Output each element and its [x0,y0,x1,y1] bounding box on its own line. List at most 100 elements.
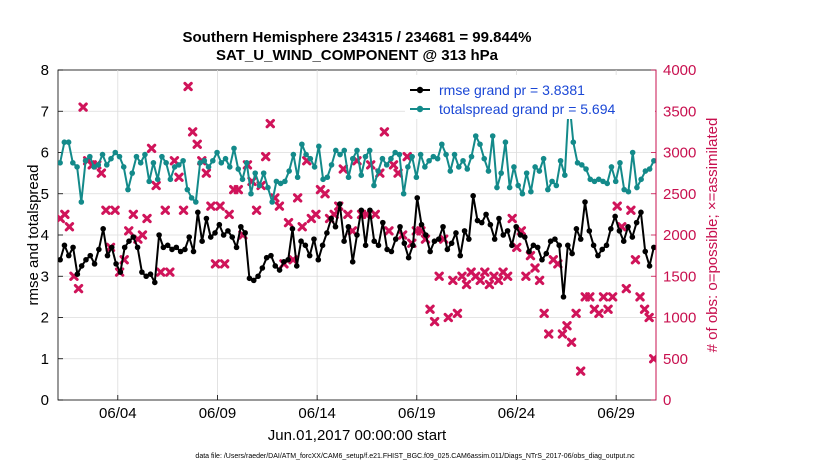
totalspread-point [557,157,564,164]
y-tick-right-label: 0 [663,392,671,409]
rmse-point [173,244,180,251]
obs-assimilated-point [370,209,380,220]
rmse-point [78,263,85,269]
rmse-point [513,223,519,230]
rmse-point [470,193,476,199]
totalspread-point [506,184,513,191]
totalspread-point [371,182,377,189]
obs-assimilated-point [206,201,216,211]
rmse-point [332,223,339,230]
obs-assimilated-point [603,304,613,314]
obs-assimilated-point [128,209,139,220]
rmse-point [457,252,464,259]
totalspread-point [311,164,318,170]
obs-assimilated-point [297,222,307,232]
totalspread-point [523,170,530,176]
obs-assimilated-point [461,279,472,290]
totalspread-point [634,184,640,191]
obs-assimilated-point [261,151,271,162]
rmse-point [164,242,171,249]
rmse-point [96,246,102,253]
rmse-point [315,256,322,263]
totalspread-point [345,174,352,181]
totalspread-point [269,199,275,205]
obs-assimilated-point [251,205,262,215]
totalspread-point [91,164,97,170]
totalspread-point [188,195,195,201]
totalspread-point [243,160,250,166]
rmse-point [625,223,631,230]
totalspread-point [210,157,216,164]
rmse-point [246,275,253,282]
totalspread-point [600,178,606,185]
rmse-point [285,256,291,263]
obs-assimilated-point [388,160,399,170]
totalspread-point [286,168,292,174]
obs-assimilated-point [402,151,412,162]
totalspread-point [290,151,297,158]
rmse-point [259,265,266,271]
rmse-point [74,271,81,277]
obs-assimilated-point [612,201,622,211]
obs-assimilated-point [534,275,545,286]
totalspread-point [180,157,186,164]
y-tick-left-label: 0 [41,392,49,409]
totalspread-point [154,176,161,183]
totalspread-point [540,155,547,162]
x-tick-label: 06/24 [498,405,536,422]
obs-assimilated-point [443,312,453,323]
obs-assimilated-point [192,139,202,149]
totalspread-point [617,160,623,166]
obs-assimilated-point [507,213,517,224]
totalspread-point [201,157,208,164]
rmse-point [311,236,317,242]
rmse-point [83,256,89,263]
obs-assimilated-point [210,259,221,269]
rmse-point [392,236,399,242]
totalspread-point [574,160,581,166]
rmse-point [642,248,649,255]
rmse-point [250,277,257,284]
totalspread-point [366,147,373,154]
totalspread-point [519,190,526,197]
totalspread-point [451,151,458,158]
x-tick-label: 06/09 [199,405,237,422]
totalspread-point [388,155,394,162]
totalspread-point [316,143,322,150]
rmse-point [199,238,205,244]
totalspread-point [324,174,331,181]
rmse-point [526,248,532,255]
rmse-point [91,261,98,267]
obs-assimilated-point [480,267,490,277]
totalspread-point [591,178,598,185]
rmse-point [147,271,154,277]
totalspread-point [176,162,182,168]
rmse-point [375,242,382,249]
rmse-point [517,232,524,238]
rmse-point [182,246,188,253]
y-tick-left-label: 1 [41,351,49,368]
totalspread-series [58,96,656,205]
rmse-point [143,273,149,280]
y-tick-right-label: 3000 [663,145,696,162]
rmse-point [384,246,390,253]
rmse-point [556,242,563,249]
totalspread-point [625,188,632,195]
totalspread-point [273,178,280,185]
obs-assimilated-point [502,271,513,281]
obs-assimilated-point [644,312,654,323]
totalspread-point [193,199,199,205]
rmse-point [448,240,455,247]
rmse-point [169,246,175,253]
totalspread-point [400,190,407,197]
rmse-point [130,234,137,240]
rmse-point [121,244,128,251]
totalspread-point [477,141,483,148]
rmse-point [242,230,248,236]
totalspread-point [455,164,462,170]
totalspread-point [108,155,114,162]
obs-assimilated-point [274,201,285,211]
obs-assimilated-point [598,292,609,302]
rmse-point [608,226,614,232]
